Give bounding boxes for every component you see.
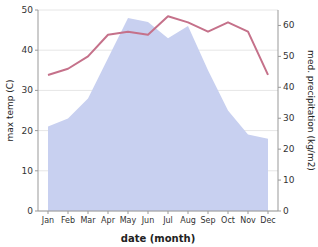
x-tick [108,211,109,214]
x-tick-label: Sep [200,216,215,225]
y2-tick [278,149,281,150]
y2-tick [278,211,281,212]
y2-tick [278,25,281,26]
axes: 0 10 20 30 40 50 0 10 20 30 40 50 60 Jan Feb Mar Apr May J… [22,5,295,225]
x-axis-line [38,211,278,212]
y2-axis-line [278,10,279,211]
y-tick [35,130,38,131]
plot-area [48,16,268,211]
y-axis-line [38,10,39,211]
y-tick [35,170,38,171]
x-tick [188,211,189,214]
y2-axis-title: med. precipitation (kg/m2) [306,50,316,171]
y-tick [35,90,38,91]
y-tick-label: 30 [22,85,34,95]
y2-tick [278,118,281,119]
area [48,18,268,211]
x-tick [88,211,89,214]
y2-tick [278,56,281,57]
x-tick [248,211,249,214]
y-tick [35,10,38,11]
chart: 0 10 20 30 40 50 0 10 20 30 40 50 60 Jan Feb Mar Apr May J… [0,0,318,247]
y2-tick-label: 40 [283,82,295,92]
y2-tick-label: 60 [283,20,295,30]
y2-tick-label: 10 [283,175,295,185]
x-axis-title: date (month) [121,233,195,244]
y-tick-label: 10 [22,166,34,176]
x-tick-label: Aug [180,216,196,225]
grid [38,10,278,211]
x-tick [268,211,269,214]
x-tick-label: Jan [41,216,54,225]
y-tick [35,50,38,51]
x-tick-label: Oct [221,216,235,225]
y2-tick-label: 50 [283,51,295,61]
x-tick [128,211,129,214]
x-tick [48,211,49,214]
y2-tick-label: 20 [283,144,295,154]
y-tick-label: 20 [22,126,34,136]
x-tick-label: May [120,216,137,225]
x-tick-label: Feb [61,216,75,225]
x-tick [208,211,209,214]
grid-line [38,10,278,11]
y-tick-label: 50 [22,5,34,15]
x-tick [148,211,149,214]
x-tick-label: Nov [240,216,256,225]
x-tick-label: Jun [141,216,155,225]
y2-tick [278,180,281,181]
chart-container: 0 10 20 30 40 50 0 10 20 30 40 50 60 Jan Feb Mar Apr May J… [0,0,318,247]
line [48,16,268,75]
y2-tick [278,87,281,88]
grid-line [38,211,278,212]
y-tick-label: 40 [22,45,34,55]
y-tick-label: 0 [27,206,33,216]
x-tick-label: Jul [162,216,173,225]
x-tick [68,211,69,214]
x-tick [168,211,169,214]
x-tick-label: Mar [80,216,96,225]
y-tick [35,211,38,212]
x-tick-label: Dec [260,216,275,225]
y2-tick-label: 0 [283,206,289,216]
y2-tick-label: 30 [283,113,295,123]
x-tick [228,211,229,214]
x-tick-label: Apr [101,216,116,225]
y-axis-title: max temp (C) [5,79,15,141]
